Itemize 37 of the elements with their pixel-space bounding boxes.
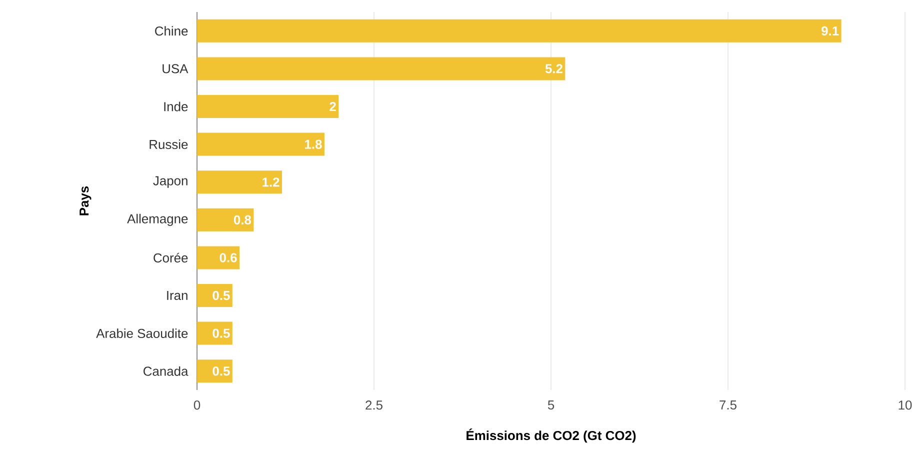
y-tick-label: Inde bbox=[164, 102, 188, 112]
data-label: 0.5 bbox=[212, 290, 230, 300]
y-tick-label: Allemagne bbox=[127, 214, 188, 226]
data-label: 2 bbox=[330, 102, 336, 112]
data-label: 0.8 bbox=[234, 215, 252, 224]
x-axis-title: Émissions de CO2 (Gt CO2) bbox=[466, 428, 636, 443]
bar bbox=[197, 57, 566, 80]
x-tick-label: 5 bbox=[548, 400, 554, 410]
bar bbox=[197, 19, 842, 42]
data-label: 1.8 bbox=[305, 140, 322, 149]
bar bbox=[197, 132, 324, 156]
x-tick-label: 2.5 bbox=[366, 400, 382, 410]
bar bbox=[197, 94, 339, 118]
data-label: 9.1 bbox=[822, 26, 839, 36]
bar bbox=[197, 284, 232, 307]
data-label: 0.5 bbox=[212, 366, 230, 376]
data-label: 0.5 bbox=[212, 328, 230, 338]
y-tick-label: USA bbox=[162, 64, 188, 74]
y-axis-title: Pays bbox=[80, 186, 92, 216]
y-tick-label: Japon bbox=[153, 176, 188, 188]
y-tick-label: Iran bbox=[167, 290, 188, 300]
bar bbox=[197, 246, 240, 270]
data-label: 1.2 bbox=[262, 178, 280, 187]
y-tick-label: Chine bbox=[155, 26, 188, 36]
y-tick-label: Canada bbox=[144, 366, 188, 376]
data-label: 0.6 bbox=[220, 253, 237, 262]
x-tick-label: 10 bbox=[898, 400, 912, 410]
data-label: 5.2 bbox=[545, 64, 562, 74]
bar bbox=[197, 322, 232, 345]
bar bbox=[197, 360, 232, 383]
bar bbox=[197, 208, 254, 232]
y-tick-label: Russie bbox=[150, 140, 188, 150]
y-tick-label: Corée bbox=[154, 252, 188, 263]
y-tick-label: Arabie Saoudite bbox=[96, 328, 188, 338]
x-tick-label: 0 bbox=[194, 400, 200, 410]
bar bbox=[197, 170, 282, 194]
x-tick-label: 7.5 bbox=[720, 400, 736, 410]
